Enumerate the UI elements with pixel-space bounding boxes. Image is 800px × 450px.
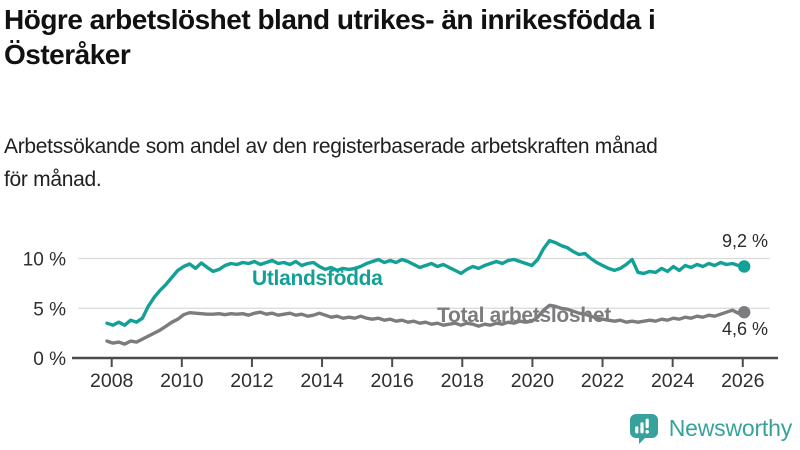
x-tick-label: 2008 [90, 370, 133, 392]
series-line-total-arbetsloshet [105, 303, 746, 346]
x-tick-label: 2014 [300, 370, 344, 392]
x-tick-label: 2020 [511, 370, 555, 392]
chart-subtitle-line-2: för månad. [4, 168, 102, 191]
bar-1 [634, 426, 639, 434]
y-tick-label: 10 % [23, 250, 66, 271]
x-tick-label: 2024 [651, 370, 695, 392]
speech-bubble-shape [629, 414, 658, 444]
y-tick-label: 5 % [33, 299, 66, 320]
page-title: Högre arbetslöshet bland utrikes- än inr… [4, 2, 796, 72]
x-tick-label: 2010 [160, 370, 204, 392]
chart-subtitle: Arbetssökande som andel av den registerb… [4, 130, 796, 196]
newsworthy-wordmark: Newsworthy [668, 414, 792, 441]
series-end-dot-utlandsfodda [738, 260, 751, 273]
series-end-dot-total-arbetsloshet [738, 306, 751, 319]
chart-subtitle-line-1: Arbetssökande som andel av den registerb… [4, 135, 658, 158]
x-tick-label: 2018 [441, 370, 484, 392]
page-title-line-2: Österåker [4, 39, 131, 70]
exclamation-stem [645, 418, 649, 429]
x-tick-label: 2016 [370, 370, 413, 392]
bar-2 [640, 422, 644, 434]
end-value-total-arbetsloshet: 4,6 % [721, 319, 768, 339]
series-label-utlandsfodda: Utlandsfödda [252, 267, 383, 290]
x-tick-label: 2026 [721, 370, 764, 392]
series-label-total-arbetsloshet: Total arbetslöshet [437, 304, 611, 327]
series-line-utlandsfodda [105, 238, 746, 327]
y-tick-label: 0 % [33, 349, 66, 370]
end-value-utlandsfodda: 9,2 % [721, 231, 768, 251]
newsworthy-icon [629, 414, 658, 444]
newsworthy-logo: Newsworthy [627, 411, 792, 445]
page-title-line-1: Högre arbetslöshet bland utrikes- än inr… [4, 4, 656, 35]
x-tick-label: 2022 [581, 370, 624, 392]
exclamation-dot [645, 430, 649, 434]
x-tick-label: 2012 [230, 370, 273, 392]
